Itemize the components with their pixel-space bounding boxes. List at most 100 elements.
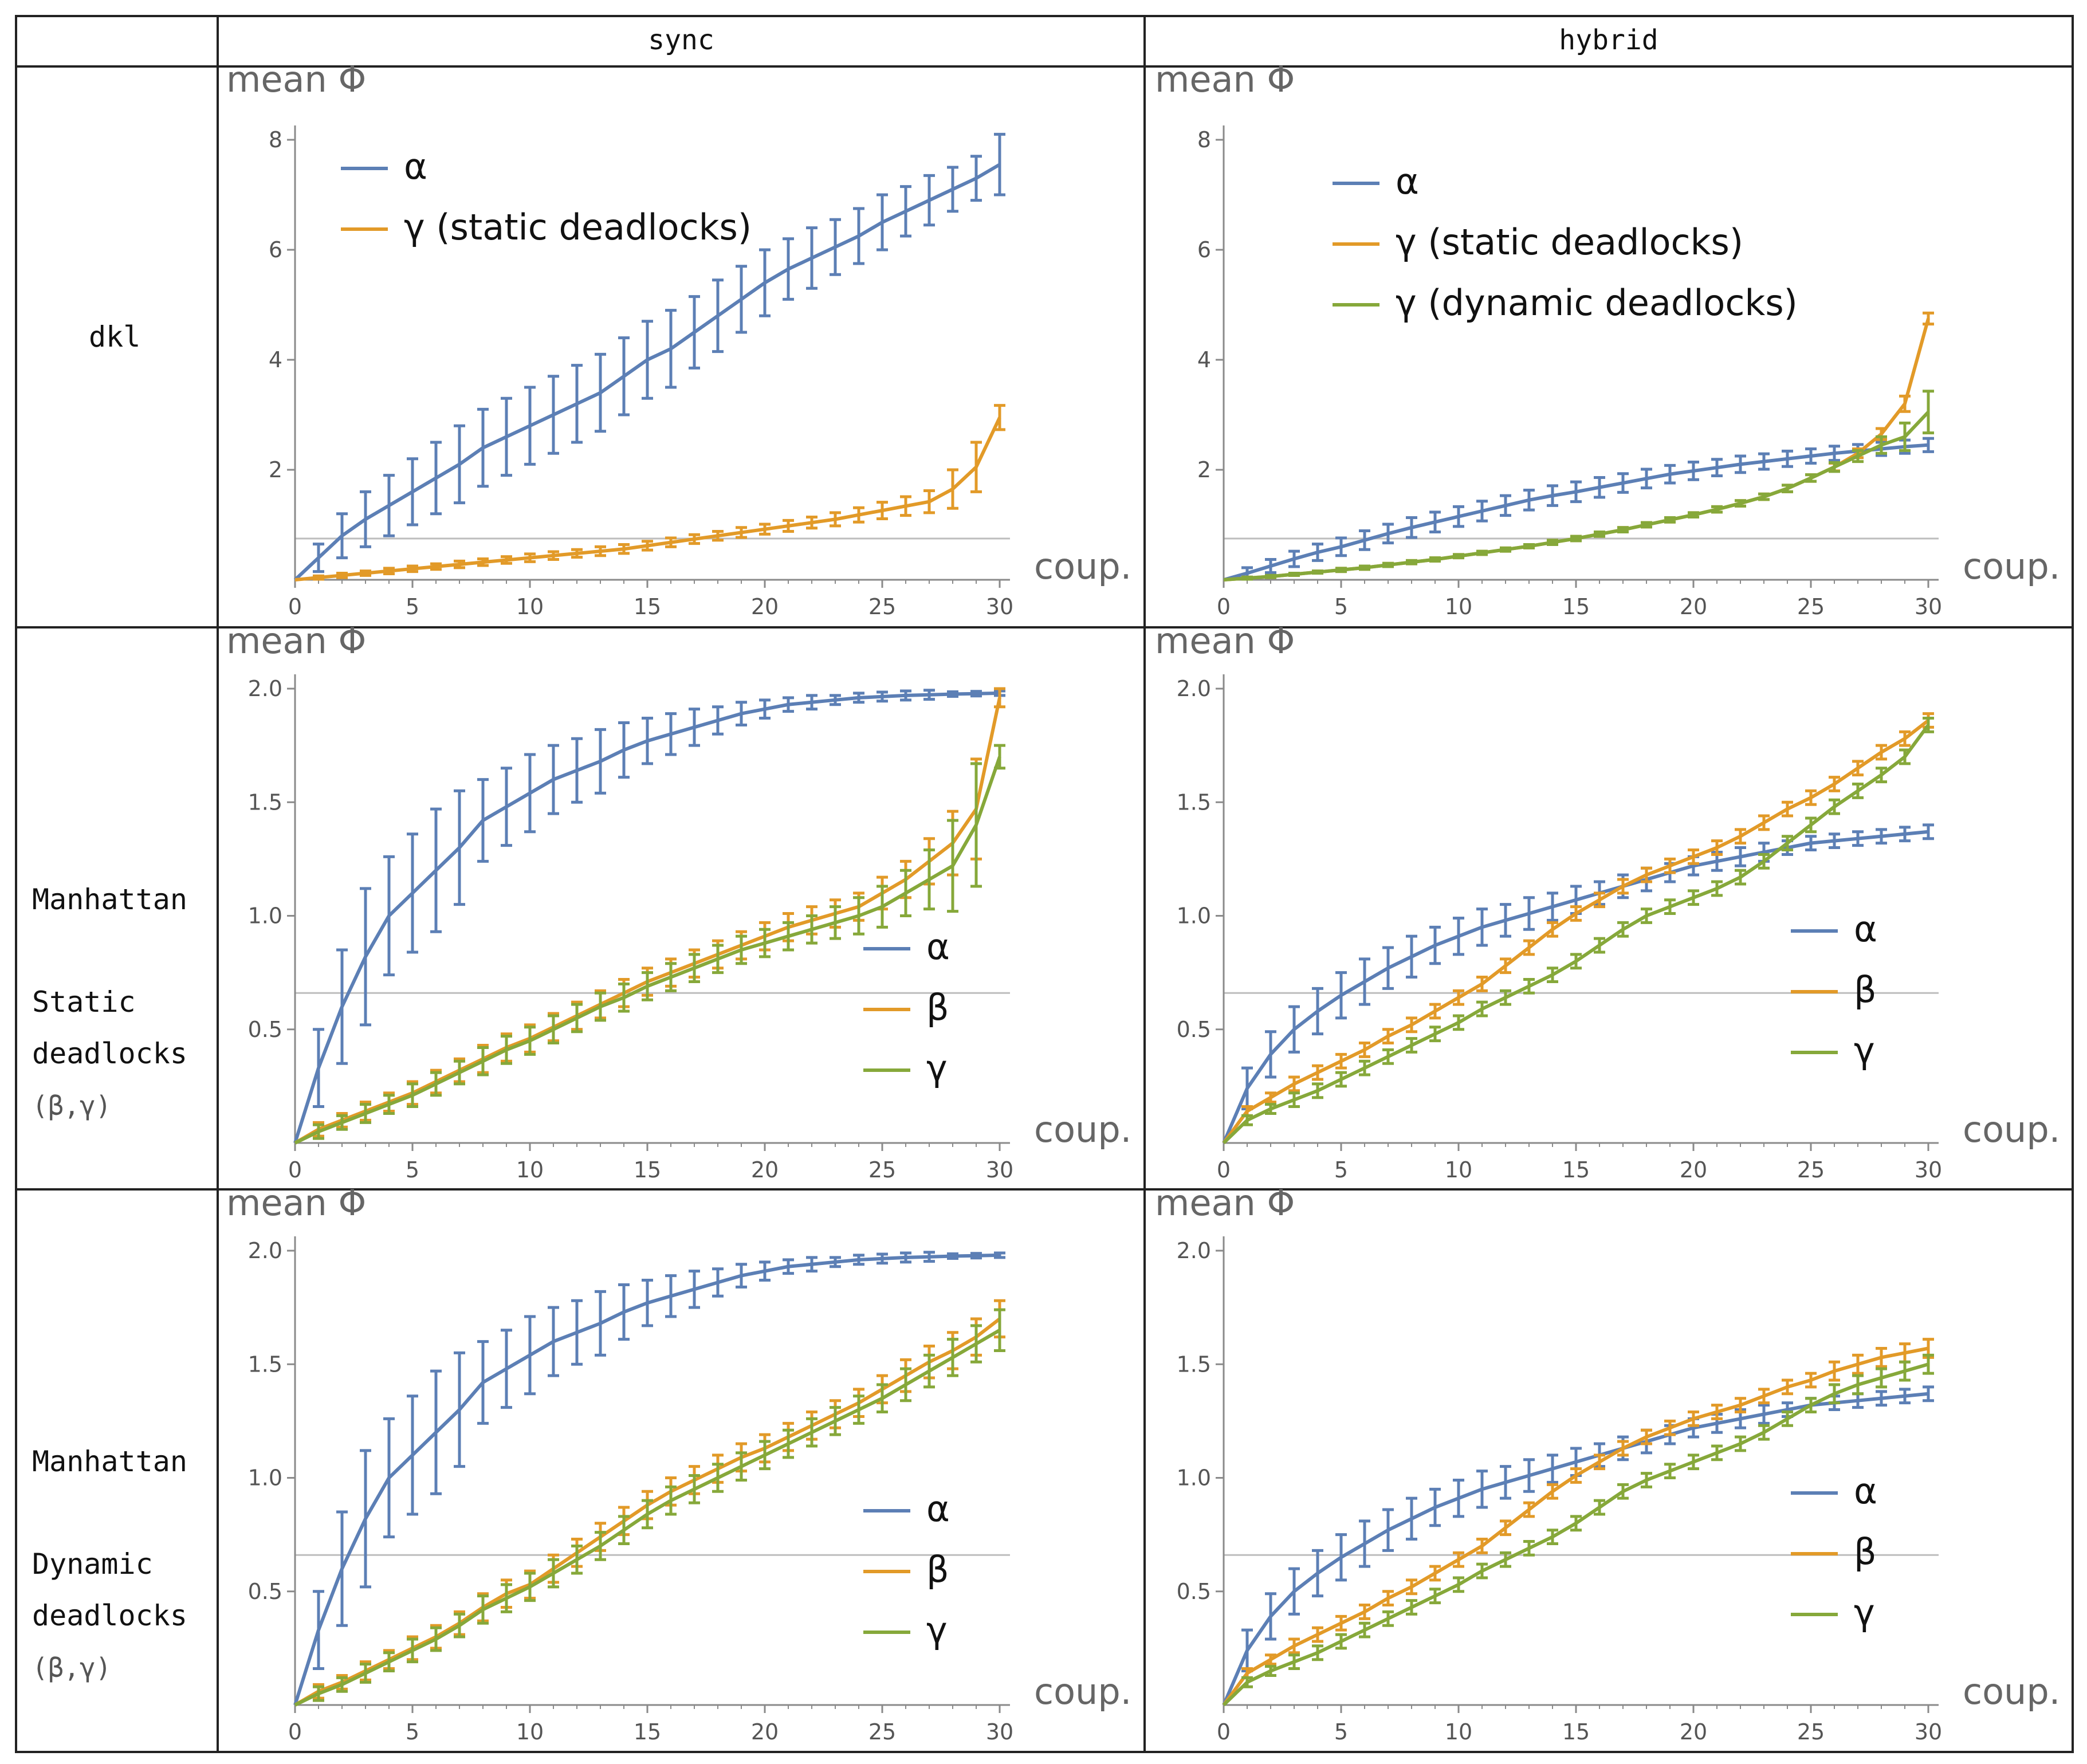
column-header-hybrid: hybrid xyxy=(1559,24,1658,56)
x-tick-label: 10 xyxy=(1445,1719,1472,1745)
y-tick-label: 1.0 xyxy=(1177,1466,1211,1491)
row-label-static-line-5: (β,γ) xyxy=(32,1090,111,1121)
row-label-static-line-1: Manhattan xyxy=(32,883,187,916)
legend-label: γ (static deadlocks) xyxy=(404,206,752,248)
x-tick-label: 15 xyxy=(634,594,661,619)
x-tick-label: 30 xyxy=(986,1157,1013,1182)
y-axis-label: mean Φ xyxy=(1155,620,1295,662)
series-beta xyxy=(1222,712,1934,1144)
row-label-static-line-4: deadlocks xyxy=(32,1037,187,1070)
x-axis-label: coup. xyxy=(1034,1671,1131,1712)
series-alpha xyxy=(293,689,1005,1144)
x-tick-label: 5 xyxy=(406,1157,419,1182)
chart-dynamic-sync: 0 5 10 15 20 25 30 0.5 1.0 1.5 2.0 mean Φ coup. αβγ xyxy=(226,1182,1131,1745)
legend-label: β xyxy=(1854,969,1877,1011)
legend-label: γ xyxy=(1854,1030,1875,1071)
series-beta xyxy=(294,1299,1005,1707)
x-tick-label: 5 xyxy=(1334,1157,1348,1182)
chart-dkl-hybrid: 0 5 10 15 20 25 30 2 4 6 8 mean Φ coup. α γ (static de… xyxy=(1155,58,2060,619)
y-tick-label: 6 xyxy=(1197,237,1211,262)
y-tick-label: 1.5 xyxy=(1177,1352,1211,1377)
x-tick-label: 20 xyxy=(1680,594,1707,619)
x-axis-label: coup. xyxy=(1963,545,2060,587)
y-tick-label: 1.0 xyxy=(1177,903,1211,929)
y-axis-label: mean Φ xyxy=(1155,58,1295,100)
row-label-dynamic-line-1: Manhattan xyxy=(32,1445,187,1478)
x-tick-label: 15 xyxy=(1562,594,1590,619)
x-tick-label: 10 xyxy=(1445,1157,1472,1182)
legend-label: α xyxy=(1854,1470,1877,1512)
y-tick-label: 1.5 xyxy=(248,789,282,815)
x-tick-label: 30 xyxy=(986,594,1013,619)
series-line xyxy=(1222,1392,1929,1706)
series-gamma xyxy=(294,1308,1005,1707)
x-axis-label: coup. xyxy=(1034,545,1131,587)
legend-label: α xyxy=(926,926,950,968)
legend-label: γ xyxy=(926,1609,948,1651)
y-axis-label: mean Φ xyxy=(226,1182,366,1224)
row-label-dynamic-line-5: (β,γ) xyxy=(32,1652,111,1683)
x-tick-label: 0 xyxy=(1217,1719,1231,1745)
legend-label: α xyxy=(1396,160,1419,202)
x-tick-label: 25 xyxy=(868,594,896,619)
y-tick-label: 1.5 xyxy=(248,1352,282,1377)
series-gamma xyxy=(1222,717,1934,1145)
x-tick-label: 10 xyxy=(1445,594,1472,619)
x-tick-label: 5 xyxy=(406,594,419,619)
y-tick-label: 1.0 xyxy=(248,1466,282,1491)
series-gamma xyxy=(1222,1353,1934,1707)
legend: αβγ xyxy=(863,1488,950,1651)
series-line xyxy=(1222,830,1929,1144)
legend-label: β xyxy=(926,1549,949,1590)
series-gamma xyxy=(1223,390,1934,582)
row-label-dkl-line: dkl xyxy=(89,320,140,353)
y-axis-label: mean Φ xyxy=(226,620,366,662)
x-tick-label: 5 xyxy=(1334,1719,1348,1745)
series-alpha xyxy=(1223,437,1934,582)
series-line xyxy=(1222,1362,1929,1707)
x-tick-label: 25 xyxy=(1797,1157,1825,1182)
x-tick-label: 0 xyxy=(288,1719,302,1745)
y-axis-label: mean Φ xyxy=(226,58,366,100)
series-line xyxy=(1223,443,1929,582)
y-tick-label: 1.5 xyxy=(1177,789,1211,815)
chart-dkl-sync: 0 5 10 15 20 25 30 2 4 6 8 mean Φ coup. α γ (static de… xyxy=(226,58,1131,619)
x-tick-label: 0 xyxy=(1217,1157,1231,1182)
x-tick-label: 10 xyxy=(516,1157,544,1182)
y-tick-label: 0.5 xyxy=(248,1017,282,1042)
legend: α γ (static deadlocks) γ (dynamic deadlock… xyxy=(1333,160,1798,324)
y-tick-label: 4 xyxy=(269,347,282,372)
series-alpha xyxy=(293,132,1005,582)
legend-label: α xyxy=(1854,908,1877,950)
x-tick-label: 0 xyxy=(1217,594,1231,619)
chart-static-sync: 0 5 10 15 20 25 30 0.5 1.0 1.5 2.0 mean Φ coup. αβγ xyxy=(226,620,1131,1182)
series-gamma xyxy=(294,744,1005,1145)
legend-label: β xyxy=(926,987,949,1028)
series-beta xyxy=(1222,1338,1934,1706)
chart-dynamic-hybrid: 0 5 10 15 20 25 30 0.5 1.0 1.5 2.0 mean Φ coup. αβγ xyxy=(1155,1182,2060,1745)
x-tick-label: 0 xyxy=(288,1157,302,1182)
series-line xyxy=(1222,724,1930,1145)
y-tick-label: 6 xyxy=(269,237,282,262)
legend-label: γ xyxy=(1854,1592,1875,1633)
x-tick-label: 15 xyxy=(1562,1719,1590,1745)
x-tick-label: 25 xyxy=(868,1157,896,1182)
x-axis-label: coup. xyxy=(1034,1109,1131,1150)
x-tick-label: 25 xyxy=(868,1719,896,1745)
y-tick-label: 1.0 xyxy=(248,903,282,929)
y-tick-label: 0.5 xyxy=(248,1579,282,1604)
legend: αβγ xyxy=(1791,1470,1877,1633)
y-tick-label: 0.5 xyxy=(1177,1017,1211,1042)
series-beta xyxy=(294,404,1005,582)
table-border xyxy=(15,15,2074,1753)
y-tick-label: 8 xyxy=(1197,127,1211,152)
x-tick-label: 20 xyxy=(751,594,779,619)
x-tick-label: 10 xyxy=(516,594,544,619)
legend-label: β xyxy=(1854,1531,1877,1573)
x-tick-label: 20 xyxy=(751,1157,779,1182)
row-label-dynamic-line-4: deadlocks xyxy=(32,1599,187,1632)
x-tick-label: 15 xyxy=(634,1719,661,1745)
row-label-static: Manhattan Static deadlocks (β,γ) xyxy=(32,883,187,1121)
